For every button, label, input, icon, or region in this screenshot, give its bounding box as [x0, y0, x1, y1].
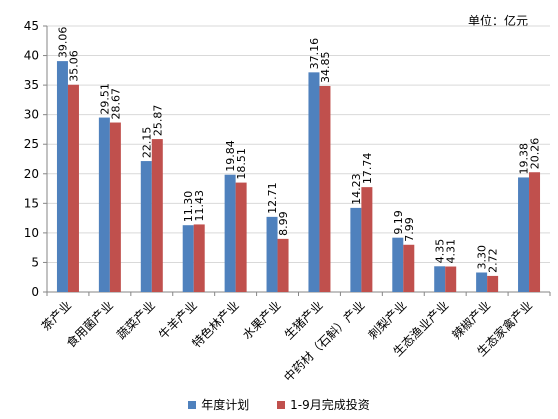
bar-plan: [518, 177, 530, 292]
x-tick-label: 中药材（石斛）产业: [281, 298, 368, 385]
legend-item-plan: 年度计划: [188, 396, 249, 413]
bar-actual: [109, 122, 121, 292]
y-tick-label: 35: [24, 78, 39, 92]
data-label-actual: 11.43: [193, 190, 206, 222]
bar-actual: [361, 187, 373, 292]
data-label-plan: 39.06: [56, 27, 69, 59]
data-label-plan: 4.35: [434, 239, 447, 264]
bar-actual: [487, 275, 499, 292]
bar-plan: [182, 225, 194, 292]
data-label-plan: 29.51: [98, 83, 111, 115]
x-tick-label: 茶产业: [38, 298, 74, 334]
data-label-actual: 34.85: [319, 51, 332, 83]
bar-plan: [56, 61, 68, 292]
bar-actual: [193, 224, 205, 292]
legend-item-actual: 1-9月完成投资: [277, 396, 370, 413]
bar-plan: [350, 207, 362, 292]
bar-actual: [445, 266, 457, 292]
data-label-actual: 2.72: [487, 248, 500, 273]
bar-plan: [140, 161, 152, 292]
bar-actual: [529, 172, 541, 292]
y-tick-label: 25: [24, 137, 39, 151]
bar-actual: [235, 182, 247, 292]
x-tick-label: 水果产业: [240, 298, 284, 342]
y-tick-label: 0: [31, 285, 39, 299]
y-tick-label: 40: [24, 49, 39, 63]
data-label-actual: 25.87: [151, 105, 164, 137]
data-label-actual: 18.51: [235, 148, 248, 180]
bar-plan: [476, 272, 488, 292]
bar-actual: [319, 85, 331, 293]
data-label-plan: 19.38: [518, 143, 531, 175]
y-tick-label: 30: [24, 108, 39, 122]
data-label-plan: 37.16: [308, 38, 321, 70]
y-tick-label: 45: [24, 19, 39, 33]
x-tick-label: 牛羊产业: [155, 298, 200, 343]
data-label-plan: 14.23: [350, 173, 363, 205]
data-label-actual: 8.99: [277, 211, 290, 236]
bar-actual: [403, 244, 415, 292]
bar-plan: [434, 266, 446, 292]
bar-actual: [67, 84, 79, 293]
bar-plan: [266, 216, 278, 292]
bar-plan: [224, 174, 236, 292]
data-label-actual: 7.99: [403, 217, 416, 242]
data-label-plan: 3.30: [476, 245, 489, 270]
legend-swatch-actual: [277, 400, 286, 409]
data-label-plan: 22.15: [140, 127, 153, 159]
bar-actual: [151, 139, 163, 292]
data-label-actual: 28.67: [109, 88, 122, 120]
data-label-plan: 11.30: [182, 191, 195, 223]
data-label-actual: 17.74: [361, 153, 374, 185]
bar-actual: [277, 238, 289, 292]
bar-plan: [392, 237, 404, 292]
x-tick-label: 蔬菜产业: [114, 298, 158, 342]
data-label-actual: 35.06: [67, 50, 80, 82]
legend: 年度计划 1-9月完成投资: [0, 396, 558, 413]
legend-label-actual: 1-9月完成投资: [290, 398, 370, 412]
y-tick-label: 15: [24, 196, 39, 210]
legend-label-plan: 年度计划: [201, 398, 250, 412]
bar-plan: [98, 117, 110, 292]
y-tick-label: 10: [24, 226, 39, 240]
data-label-plan: 12.71: [266, 182, 279, 214]
data-label-actual: 4.31: [445, 239, 458, 264]
y-tick-label: 20: [24, 167, 39, 181]
unit-label: 单位：亿元: [468, 14, 529, 28]
y-tick-label: 5: [31, 255, 39, 269]
data-label-plan: 19.84: [224, 140, 237, 172]
legend-swatch-plan: [188, 400, 197, 409]
data-label-plan: 9.19: [392, 210, 405, 235]
data-label-actual: 20.26: [529, 138, 542, 170]
bar-plan: [308, 72, 320, 292]
